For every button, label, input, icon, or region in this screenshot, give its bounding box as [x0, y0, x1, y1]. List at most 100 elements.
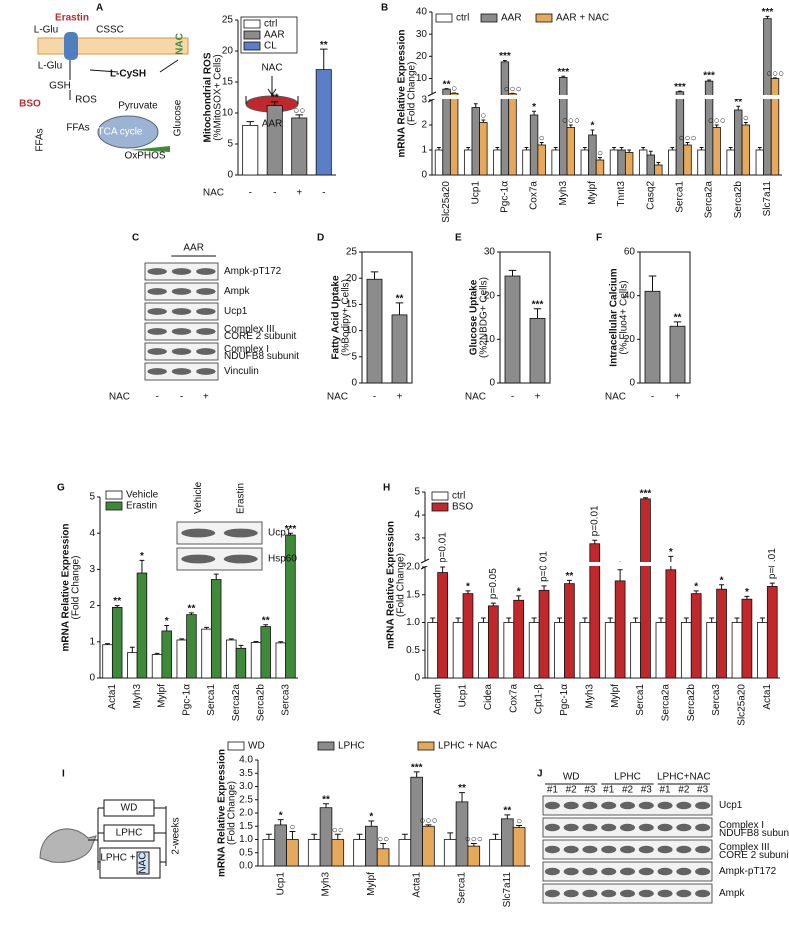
error-bar — [311, 833, 318, 840]
blot-band — [695, 867, 711, 876]
y-tick-label: 5 — [351, 351, 357, 362]
lane-label: Vehicle — [193, 481, 204, 514]
error-bar — [598, 157, 602, 160]
x-tick-label: Serca2a — [231, 684, 242, 722]
blot-row-sublabel: NDUFB8 subunit — [224, 351, 299, 362]
y-tick-label: 0.5 — [406, 645, 420, 656]
significance: ○○○ — [766, 68, 784, 79]
blot-band — [196, 328, 216, 335]
y-tick-label: 1.0 — [239, 834, 253, 845]
blot-band — [601, 867, 617, 876]
blot-band — [676, 823, 692, 832]
y-tick-label: 3 — [89, 564, 95, 575]
bar — [513, 599, 525, 679]
panel-letter: J — [537, 769, 543, 780]
lane-label: #1 — [659, 785, 671, 796]
bar — [508, 93, 517, 176]
diet-label: LPHC + — [100, 853, 135, 864]
y-tick-label: 15 — [346, 299, 358, 310]
significance: ○ — [289, 822, 295, 833]
error-bar — [455, 617, 461, 623]
x-tick-label: Mylpf — [157, 684, 168, 708]
bar — [242, 125, 259, 176]
y-tick-label: 30 — [484, 247, 496, 258]
error-bar — [612, 147, 616, 150]
schematic-label: CSSC — [96, 25, 124, 36]
lane-label: #1 — [603, 785, 615, 796]
error-bar — [164, 625, 170, 631]
significance: * — [140, 551, 144, 562]
blot-band — [695, 889, 711, 898]
bar — [176, 639, 188, 679]
schematic-label: Glucose — [173, 99, 184, 136]
y-tick-label: 4 — [414, 510, 420, 521]
significance: ** — [674, 313, 682, 324]
row-label: NAC — [203, 188, 224, 199]
blot-band — [544, 867, 560, 876]
panel-letter: I — [62, 769, 65, 780]
legend-label: CL — [264, 41, 277, 52]
y-axis-sublabel: (% Fluo4+ Cells) — [619, 280, 630, 354]
significance: ○○○ — [562, 116, 580, 127]
error-bar — [541, 585, 547, 591]
significance: * — [590, 121, 594, 132]
error-bar — [154, 652, 160, 655]
supplement-label: NAC — [138, 852, 149, 873]
bar — [512, 827, 526, 867]
y-axis-label: Glucose Uptake — [469, 279, 480, 355]
error-bar — [506, 617, 512, 623]
y-tick-label: 1 — [421, 145, 427, 156]
bar — [463, 149, 473, 176]
error-bar — [617, 569, 623, 581]
error-bar — [189, 612, 194, 615]
transporter — [64, 32, 78, 60]
blot-band — [171, 348, 192, 355]
blot-band — [582, 845, 598, 854]
row-label: NAC — [109, 392, 130, 403]
bar — [398, 839, 412, 867]
y-tick-label: 20 — [624, 334, 636, 345]
row-value: + — [535, 392, 541, 403]
schematic-label: BSO — [19, 99, 41, 110]
panel-letter: H — [383, 483, 390, 494]
x-tick-label: Pgc-1α — [500, 181, 511, 213]
lane-label: #3 — [697, 785, 709, 796]
y-tick-label: 0 — [89, 673, 95, 684]
error-bar — [459, 792, 465, 802]
bar — [151, 654, 163, 679]
blot-row-label: Ucp1 — [719, 800, 743, 811]
error-bar — [673, 321, 682, 327]
y-tick-label: 10 — [222, 108, 234, 119]
nac-bottle — [136, 851, 150, 875]
mouse — [39, 828, 97, 863]
box-lphc-nac — [99, 847, 161, 879]
panel-letter: E — [455, 233, 462, 244]
y-tick-label: 3 — [414, 533, 420, 544]
bar — [462, 593, 474, 679]
bar — [529, 317, 546, 384]
bar — [315, 69, 332, 176]
legend-swatch — [243, 19, 261, 29]
x-tick-label: Tnnt3 — [616, 181, 627, 207]
significance: p=0.05 — [488, 568, 499, 599]
membrane — [37, 32, 189, 152]
y-tick-label: 0 — [414, 673, 420, 684]
bar — [522, 149, 531, 176]
row-value: + — [397, 392, 403, 403]
blot-band — [544, 823, 560, 832]
error-bar — [561, 75, 566, 78]
bar — [452, 622, 464, 679]
blot-band — [582, 889, 598, 898]
y-tick-label: 0.5 — [239, 847, 253, 858]
error-bar — [288, 532, 293, 536]
bar — [434, 149, 444, 176]
blot-band — [657, 867, 673, 876]
y-tick-label: 0 — [489, 378, 495, 389]
error-bar — [590, 129, 595, 135]
significance: *** — [411, 763, 423, 774]
y-tick-label: 1.5 — [239, 821, 253, 832]
row-value: - — [249, 188, 252, 199]
blot-band — [544, 801, 560, 810]
x-tick-label: Serca1 — [457, 872, 468, 904]
error-bar — [204, 626, 209, 630]
